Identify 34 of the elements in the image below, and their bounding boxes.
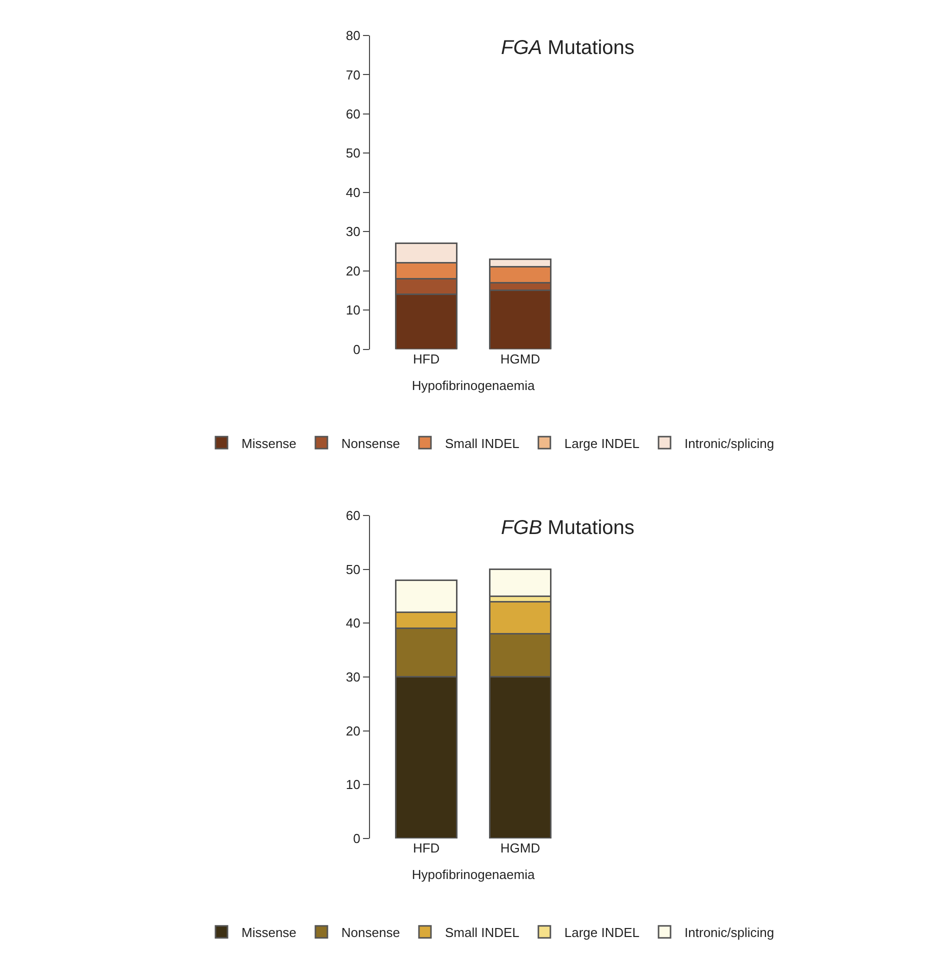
legend-label: Large INDEL xyxy=(564,436,640,451)
chart-title: FGB Mutations xyxy=(501,517,634,539)
legend-label: Intronic/splicing xyxy=(684,924,774,940)
y-tick-label: 30 xyxy=(346,224,360,240)
y-tick-label: 50 xyxy=(346,562,360,577)
legend-label: Missense xyxy=(242,436,296,451)
y-tick-label: 60 xyxy=(346,508,360,523)
y-tick-label: 10 xyxy=(346,302,360,318)
legend-label: Intronic/splicing xyxy=(684,436,774,451)
y-tick-label: 40 xyxy=(346,616,360,631)
y-tick-label: 20 xyxy=(346,263,360,278)
legend-label: Large INDEL xyxy=(564,924,640,940)
legend-label: Nonsense xyxy=(341,924,400,940)
legend-label: Nonsense xyxy=(341,436,400,451)
x-tick-label: HFD xyxy=(412,351,440,366)
y-tick-label: 0 xyxy=(353,342,360,357)
y-tick-label: 10 xyxy=(346,777,360,792)
y-tick-label: 80 xyxy=(346,28,360,44)
y-tick-label: 70 xyxy=(346,67,360,82)
y-tick-label: 60 xyxy=(346,106,360,122)
y-tick-label: 0 xyxy=(353,831,360,846)
y-tick-label: 40 xyxy=(346,184,360,200)
y-tick-label: 30 xyxy=(346,670,360,684)
y-tick-label: 50 xyxy=(346,146,360,161)
legend-label: Missense xyxy=(242,924,296,940)
y-tick-label: 20 xyxy=(346,723,360,738)
x-axis-title: Hypofibrinogenaemia xyxy=(412,378,536,393)
x-axis-title: Hypofibrinogenaemia xyxy=(412,867,536,882)
x-tick-label: HFD xyxy=(412,840,440,856)
legend-label: Small INDEL xyxy=(444,924,520,940)
legend-label: Small INDEL xyxy=(444,436,520,451)
x-tick-label: HGMD xyxy=(500,840,540,856)
x-tick-label: HGMD xyxy=(500,351,540,366)
chart-title: FGA Mutations xyxy=(501,37,634,59)
